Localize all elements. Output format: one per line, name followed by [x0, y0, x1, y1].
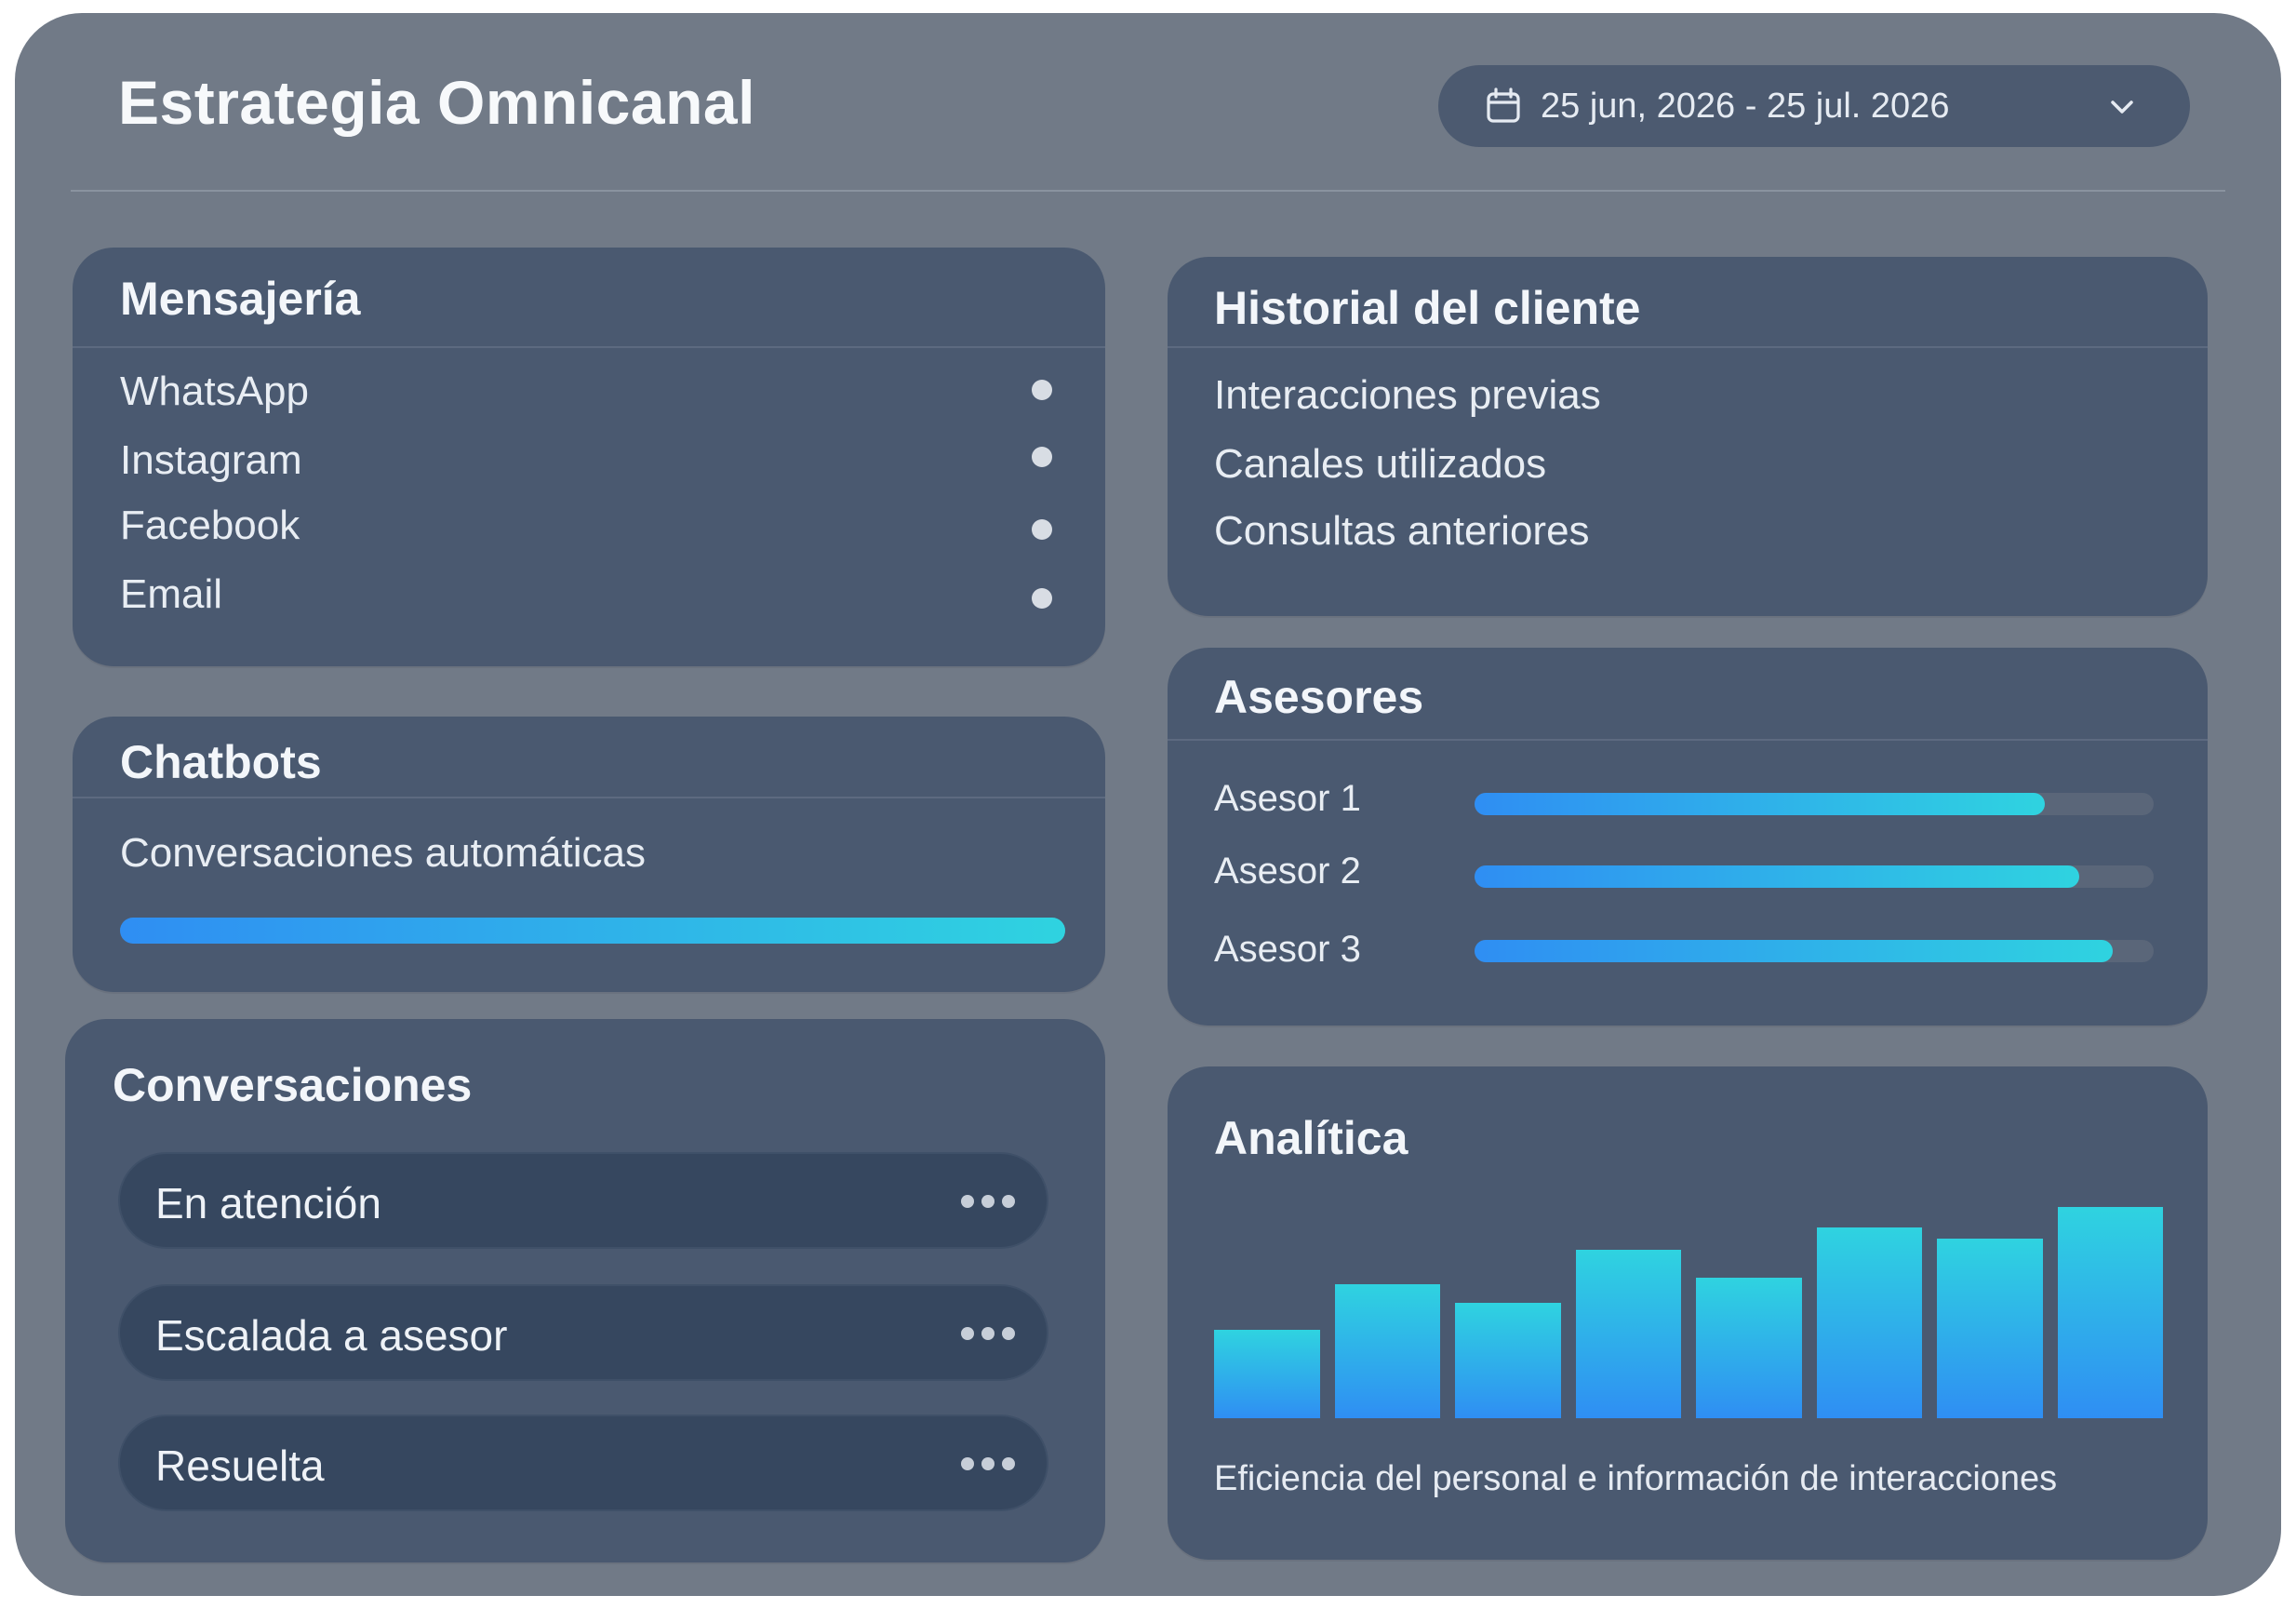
status-dot — [1032, 588, 1052, 609]
customer-history-card: Historial del cliente Interacciones prev… — [1168, 257, 2208, 616]
card-divider — [73, 797, 1105, 798]
conversation-status-resolved[interactable]: Resuelta — [118, 1415, 1048, 1511]
channel-whatsapp[interactable]: WhatsApp — [120, 369, 309, 414]
card-divider — [73, 346, 1105, 348]
messaging-title: Mensajería — [120, 273, 361, 325]
chart-bar — [1455, 1302, 1561, 1418]
advisor-label: Asesor 3 — [1214, 929, 1361, 970]
page-title: Estrategia Omnicanal — [118, 68, 755, 137]
chatbots-title: Chatbots — [120, 736, 322, 788]
advisor-progress-bar — [1475, 793, 2154, 815]
advisors-title: Asesores — [1214, 671, 1424, 723]
calendar-icon — [1487, 87, 1520, 123]
progress-fill — [1475, 865, 2079, 888]
advisor-progress-bar — [1475, 865, 2154, 888]
card-divider — [1168, 346, 2208, 348]
status-dot — [1032, 380, 1052, 400]
history-item[interactable]: Consultas anteriores — [1214, 508, 1590, 554]
history-item[interactable]: Canales utilizados — [1214, 441, 1547, 487]
progress-fill — [1475, 940, 2114, 962]
advisor-label: Asesor 2 — [1214, 851, 1361, 892]
progress-fill — [120, 918, 1065, 944]
channel-instagram[interactable]: Instagram — [120, 437, 302, 483]
analytics-caption: Eficiencia del personal e información de… — [1214, 1459, 2058, 1498]
progress-fill — [1475, 793, 2046, 815]
chart-bar — [1334, 1284, 1440, 1418]
status-dot — [1032, 519, 1052, 540]
status-dot — [1032, 447, 1052, 467]
channel-email[interactable]: Email — [120, 571, 223, 617]
status-label: Escalada a asesor — [155, 1311, 508, 1360]
advisor-progress-bar — [1475, 940, 2154, 962]
chevron-down-icon[interactable] — [2108, 93, 2136, 121]
more-horizontal-icon[interactable] — [961, 1450, 1015, 1478]
conversations-title: Conversaciones — [113, 1059, 473, 1111]
more-horizontal-icon[interactable] — [961, 1320, 1015, 1348]
advisor-label: Asesor 1 — [1214, 778, 1361, 819]
status-label: En atención — [155, 1179, 381, 1227]
header-divider — [71, 190, 2225, 192]
chart-bar — [2057, 1207, 2163, 1418]
chart-bar — [1575, 1250, 1681, 1418]
chart-bar — [1696, 1277, 1802, 1418]
date-range-picker[interactable]: 25 jun, 2026 - 25 jul. 2026 — [1438, 65, 2190, 147]
automated-conversations-bar — [120, 918, 1065, 944]
analytics-bar-chart — [1214, 1191, 2163, 1418]
messaging-card: Mensajería WhatsApp Instagram Facebook E… — [73, 248, 1105, 666]
chart-bar — [1816, 1227, 1922, 1418]
channel-facebook[interactable]: Facebook — [120, 503, 300, 548]
analytics-title: Analítica — [1214, 1112, 1408, 1164]
chart-bar — [1937, 1239, 2043, 1418]
chatbots-card: Chatbots Conversaciones automáticas — [73, 717, 1105, 992]
status-label: Resuelta — [155, 1441, 325, 1490]
conversation-status-escalated[interactable]: Escalada a asesor — [118, 1284, 1048, 1381]
card-divider — [1168, 739, 2208, 741]
advisors-card: Asesores Asesor 1 Asesor 2 Asesor 3 — [1168, 648, 2208, 1026]
date-range-text: 25 jun, 2026 - 25 jul. 2026 — [1541, 86, 1950, 126]
more-horizontal-icon[interactable] — [961, 1187, 1015, 1215]
chart-bar — [1214, 1329, 1320, 1418]
automated-conversations-label: Conversaciones automáticas — [120, 830, 646, 876]
customer-history-title: Historial del cliente — [1214, 282, 1641, 334]
history-item[interactable]: Interacciones previas — [1214, 372, 1601, 418]
conversation-status-attending[interactable]: En atención — [118, 1152, 1048, 1249]
